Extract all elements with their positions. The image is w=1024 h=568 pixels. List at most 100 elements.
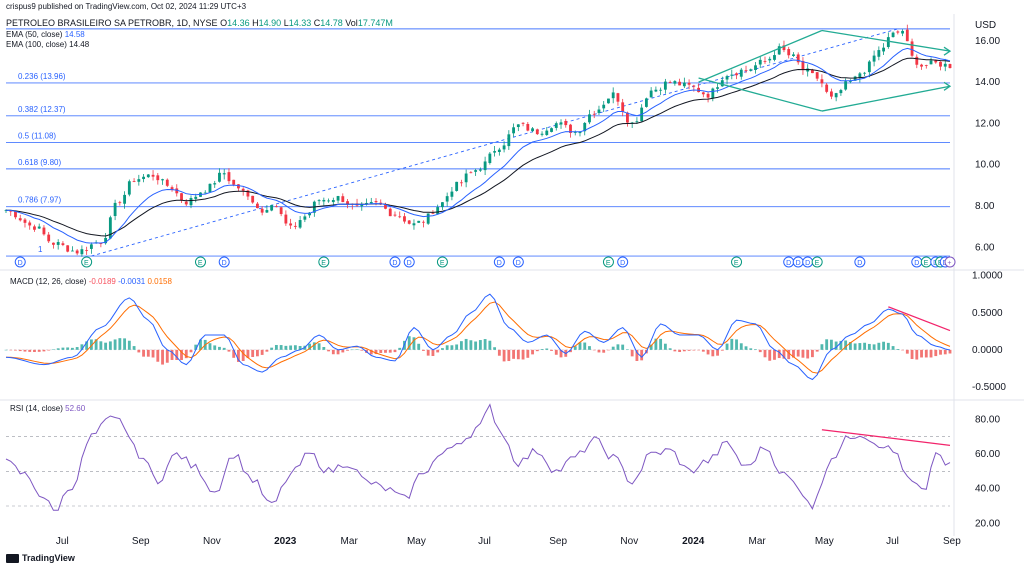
- macd-histogram-bar: [858, 343, 862, 350]
- macd-histogram-bar: [483, 339, 487, 350]
- macd-histogram-bar: [782, 349, 786, 359]
- candle-body: [663, 81, 667, 90]
- candle-body: [184, 201, 188, 205]
- ema100-legend[interactable]: EMA (100, close) 14.48: [6, 40, 90, 49]
- macd-histogram-bar: [943, 349, 947, 355]
- macd-histogram-bar: [886, 342, 890, 350]
- macd-legend[interactable]: MACD (12, 26, close) -0.0189 -0.0031 0.0…: [10, 277, 172, 286]
- candle-body: [735, 73, 738, 76]
- macd-histogram-bar: [512, 349, 515, 359]
- candle-body: [602, 104, 606, 109]
- macd-histogram-bar: [554, 349, 558, 355]
- candle-body: [47, 234, 51, 242]
- macd-histogram-bar: [521, 349, 525, 360]
- macd-histogram-bar: [360, 349, 364, 351]
- macd-histogram-bar: [52, 349, 55, 350]
- macd-histogram-bar: [592, 349, 596, 351]
- candle-body: [293, 225, 297, 227]
- candle-body: [99, 243, 103, 245]
- macd-histogram-bar: [787, 349, 791, 360]
- macd-histogram-bar: [346, 349, 349, 351]
- macd-histogram-bar: [588, 346, 591, 350]
- macd-histogram-bar: [825, 339, 829, 350]
- event-marker: [512, 256, 524, 268]
- macd-histogram-bar: [194, 344, 198, 350]
- rsi-tick-label: 20.00: [975, 518, 1000, 529]
- event-marker-label: E: [924, 260, 929, 267]
- candle-body: [426, 213, 430, 224]
- macd-histogram-bar: [341, 349, 345, 353]
- candle-body: [37, 226, 41, 229]
- macd-histogram-bar: [251, 349, 255, 357]
- candle-body: [588, 114, 591, 123]
- macd-histogram-bar: [668, 348, 672, 350]
- candle-body: [644, 98, 648, 107]
- rsi-legend[interactable]: RSI (14, close) 52.60: [10, 404, 86, 413]
- macd-histogram-bar: [33, 349, 36, 352]
- candle-body: [270, 205, 274, 211]
- macd-histogram-bar: [573, 346, 577, 350]
- candle-body: [711, 88, 715, 99]
- candle-body: [592, 113, 596, 115]
- tradingview-logo-icon: [6, 554, 19, 564]
- candle-body: [412, 223, 416, 226]
- price-tick-label: 6.00: [975, 242, 995, 253]
- macd-histogram-bar: [398, 347, 402, 350]
- candle-body: [716, 87, 719, 89]
- macd-histogram-bar: [118, 338, 122, 350]
- candle-body: [384, 204, 387, 209]
- x-tick-label: Jul: [886, 536, 899, 547]
- candle-body: [113, 202, 117, 217]
- candle-body: [403, 216, 406, 222]
- macd-histogram-bar: [488, 340, 492, 350]
- candle-body: [18, 218, 22, 221]
- macd-histogram-bar: [905, 349, 909, 354]
- macd-tick-label: 0.5000: [972, 308, 1003, 319]
- macd-histogram-bar: [559, 349, 563, 358]
- candle-body: [531, 128, 534, 131]
- macd-histogram-bar: [350, 349, 354, 351]
- tradingview-brand[interactable]: TradingView: [6, 553, 75, 564]
- candle-body: [578, 131, 582, 134]
- candle-body: [758, 59, 762, 65]
- macd-histogram-bar: [165, 349, 169, 363]
- candle-body: [910, 41, 914, 56]
- macd-histogram-bar: [507, 349, 511, 362]
- macd-histogram-bar: [14, 349, 17, 351]
- candle-body: [441, 202, 444, 208]
- event-marker: [81, 256, 93, 268]
- x-tick-label: Sep: [132, 536, 150, 547]
- candle-body: [189, 198, 193, 206]
- candle-body: [905, 29, 909, 42]
- macd-histogram-bar: [331, 349, 335, 355]
- macd-histogram-bar: [142, 349, 145, 357]
- candle-body: [872, 55, 876, 62]
- macd-histogram-bar: [208, 343, 212, 350]
- macd-histogram-bar: [445, 345, 449, 350]
- macd-histogram-bar: [146, 349, 150, 357]
- candle-body: [42, 227, 46, 235]
- macd-histogram-bar: [621, 344, 625, 350]
- macd-histogram-bar: [317, 343, 321, 350]
- candle-body: [768, 58, 772, 61]
- candle-body: [635, 121, 639, 123]
- candle-body: [706, 93, 710, 98]
- open-value: 14.36: [227, 18, 250, 28]
- macd-histogram-bar: [222, 347, 226, 350]
- candle-body: [483, 161, 487, 171]
- candle-body: [478, 169, 482, 171]
- candle-body: [56, 242, 60, 245]
- x-tick-label: May: [407, 536, 426, 547]
- ema50-legend[interactable]: EMA (50, close) 14.58: [6, 30, 85, 39]
- macd-histogram-bar: [322, 347, 326, 350]
- channel-line: [698, 77, 823, 112]
- macd-histogram-bar: [327, 349, 330, 352]
- macd-histogram-bar: [872, 344, 876, 350]
- macd-histogram-bar: [374, 349, 378, 355]
- channel-line: [821, 85, 951, 112]
- macd-histogram-bar: [108, 341, 112, 350]
- macd-histogram-bar: [151, 349, 155, 358]
- candle-body: [796, 54, 800, 63]
- macd-histogram-bar: [232, 349, 236, 358]
- candle-body: [303, 216, 307, 220]
